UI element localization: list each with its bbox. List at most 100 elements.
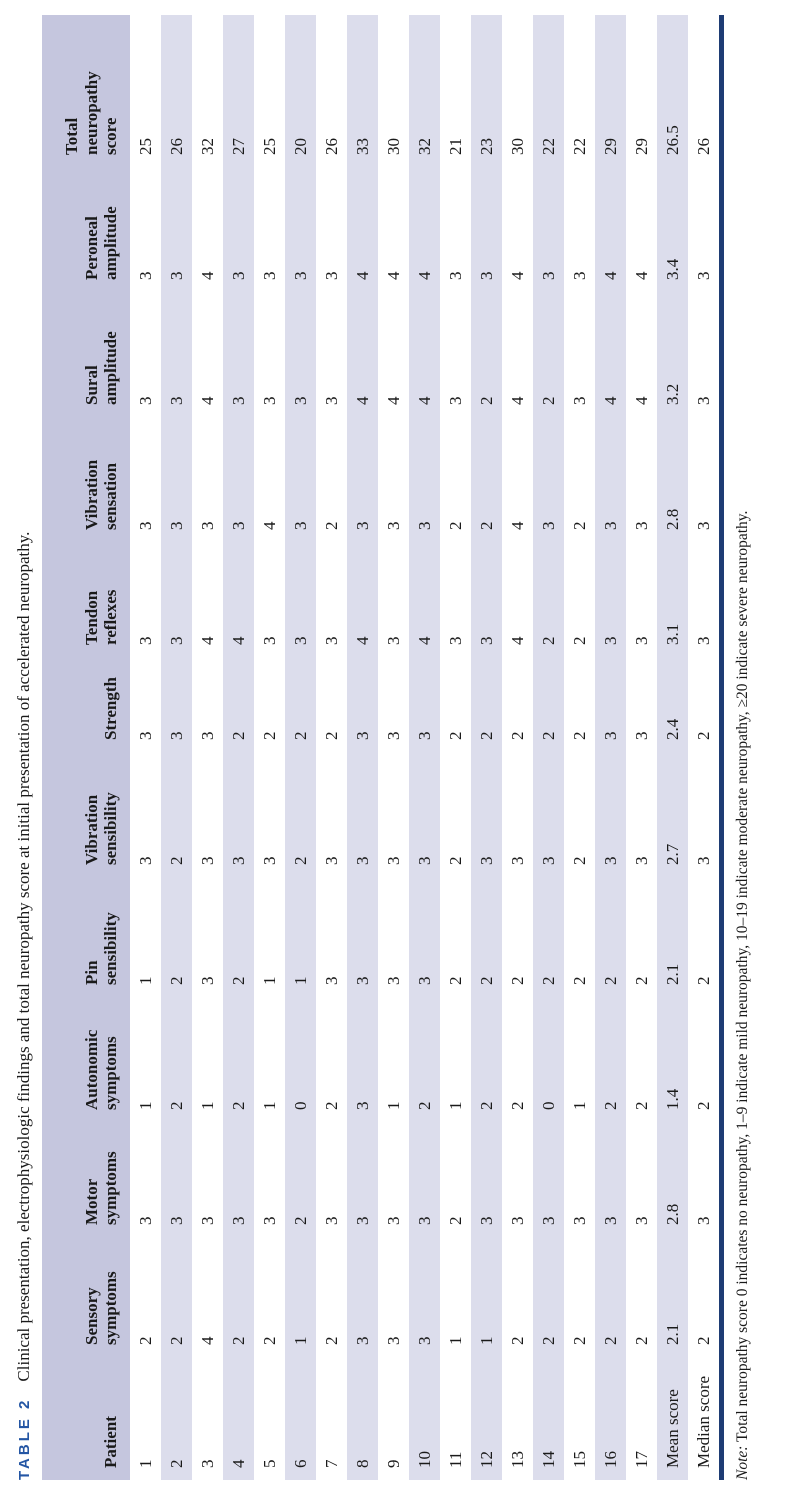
cell: 3 [353,856,372,866]
cell: 3.1 [663,623,682,645]
cell: 3 [694,856,713,866]
cell: 3 [694,636,713,646]
cell: 2.4 [663,718,682,740]
column-header: Vibration sensibility [42,760,130,885]
cell: 8 [353,1459,372,1469]
cell: 13 [508,1451,527,1468]
cell: 2 [415,1101,434,1111]
cell: 4 [384,271,403,281]
cell: 3 [477,1216,496,1226]
cell: 3 [539,1216,558,1226]
cell: Mean score [663,1389,682,1468]
note-text: Total neuropathy score 0 indicates no ne… [734,510,751,1446]
cell: 3 [601,521,620,531]
table-row: 9 3 3 1 3 3 3 3 3 4 4 30 [378,15,409,1480]
cell: 3 [136,636,155,646]
cell: 4 [353,271,372,281]
cell: 4 [601,271,620,281]
column-header: Sural amplitude [42,300,130,425]
cell: 3 [322,856,341,866]
cell: 2 [477,1101,496,1111]
cell: 2 [632,1101,651,1111]
cell: 3 [353,1216,372,1226]
table-row: 15 2 3 1 2 2 2 2 2 3 3 22 [564,15,595,1480]
cell: 30 [508,138,527,155]
cell: 1 [136,1101,155,1111]
table-row: 16 2 3 2 2 3 3 3 3 4 4 29 [595,15,626,1480]
cell: 4 [415,271,434,281]
cell: 22 [570,138,589,155]
cell: 2 [570,856,589,866]
cell: 1 [260,1101,279,1111]
cell: 3.4 [663,258,682,280]
cell: 3 [167,396,186,406]
cell: 2 [446,976,465,986]
cell: 3 [322,1216,341,1226]
table-row: 13 2 3 2 2 3 2 4 4 4 4 30 [502,15,533,1480]
cell: 3 [415,856,434,866]
cell: 2 [136,1336,155,1346]
cell: 2 [229,731,248,741]
note-label: Note: [734,1445,751,1480]
cell: 3 [229,1216,248,1226]
column-header: Autonomic symptoms [42,1005,130,1130]
table-row: 5 2 3 1 1 3 2 3 4 3 3 25 [254,15,285,1480]
cell: 3 [415,1336,434,1346]
column-header: Peroneal amplitude [42,175,130,300]
cell: 2 [570,521,589,531]
cell: 4 [198,396,217,406]
cell: 33 [353,138,372,155]
cell: 3 [415,731,434,741]
cell: 3 [632,521,651,531]
table-row: 6 1 2 0 1 2 2 3 3 3 3 20 [285,15,316,1480]
cell: 4 [508,396,527,406]
cell: 2 [632,1336,651,1346]
cell: 2 [167,856,186,866]
column-header: Patient [42,1365,130,1480]
cell: 2 [322,521,341,531]
cell: 3 [477,271,496,281]
cell: 4 [508,636,527,646]
cell: 2 [446,521,465,531]
cell: 2.8 [663,1203,682,1225]
cell: 3 [136,856,155,866]
cell: 2 [477,396,496,406]
cell: 2 [322,1336,341,1346]
cell: 0 [291,1101,310,1111]
cell: 5 [260,1459,279,1469]
cell: 2 [632,976,651,986]
cell: 2 [601,976,620,986]
cell: 10 [415,1451,434,1468]
cell: 3 [198,1459,217,1469]
cell: 3 [384,976,403,986]
cell: 3 [508,856,527,866]
table-label: TABLE 2 [16,1397,33,1480]
cell: 2 [167,976,186,986]
cell: 32 [198,138,217,155]
cell: 30 [384,138,403,155]
cell: Median score [694,1375,713,1468]
cell: 4 [601,396,620,406]
cell: 3 [260,396,279,406]
cell: 2 [229,1336,248,1346]
table-header-row: Patient Sensory symptoms Motor symptoms Auton… [42,15,130,1480]
cell: 3 [601,1216,620,1226]
table-row: 8 3 3 3 3 3 3 4 3 4 4 33 [347,15,378,1480]
cell: 2 [167,1336,186,1346]
cell: 3 [322,396,341,406]
cell: 2 [694,731,713,741]
cell: 3 [477,856,496,866]
cell: 3 [260,636,279,646]
cell: 15 [570,1451,589,1468]
cell: 3 [260,271,279,281]
cell: 2 [508,976,527,986]
cell: 12 [477,1451,496,1468]
cell: 3 [198,521,217,531]
cell: 2 [539,636,558,646]
cell: 1.4 [663,1088,682,1110]
table-row: Median score 2 3 2 2 3 2 3 3 3 3 26 [688,15,722,1480]
cell: 4 [353,396,372,406]
cell: 3 [198,1216,217,1226]
cell: 2 [322,1101,341,1111]
